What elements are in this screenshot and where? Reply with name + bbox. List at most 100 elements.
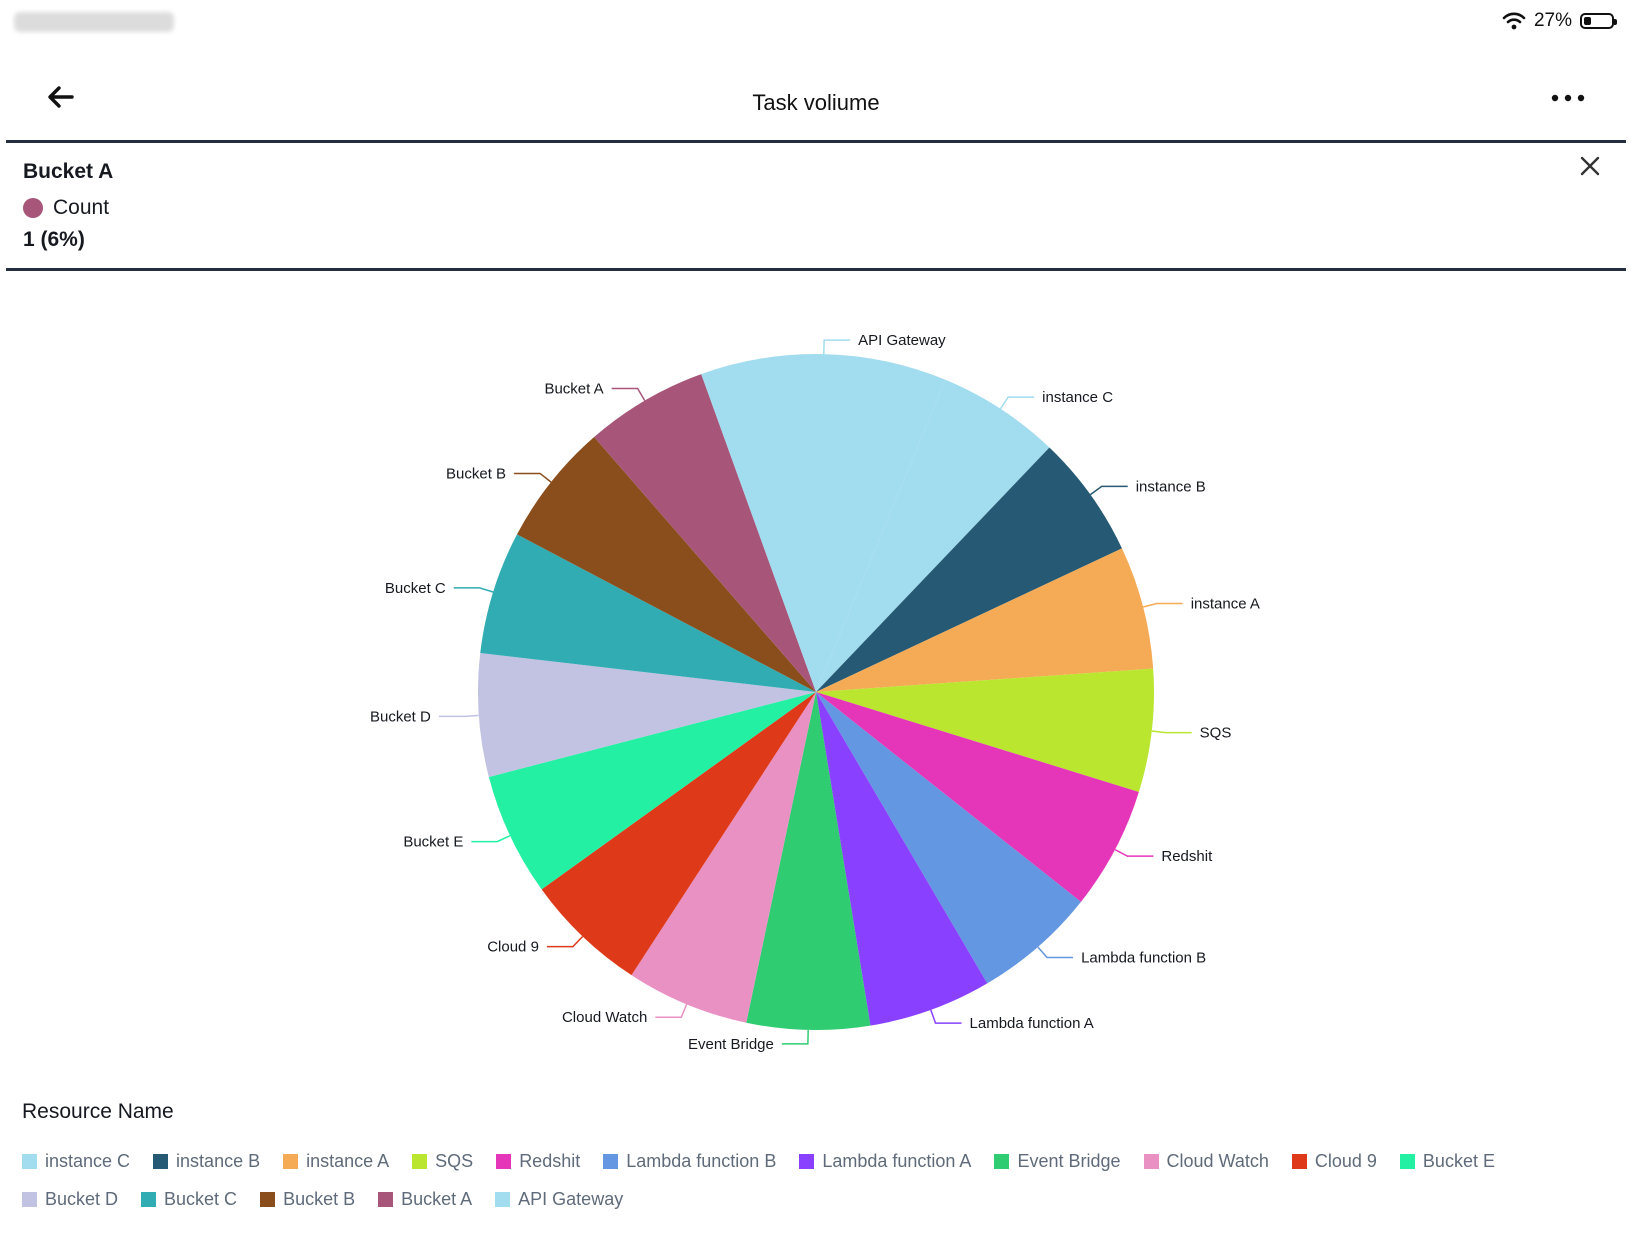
leader-line-cloud-watch <box>655 1003 688 1018</box>
legend-item-event-bridge[interactable]: Event Bridge <box>994 1148 1121 1174</box>
series-color-dot <box>23 198 43 218</box>
close-button[interactable] <box>1576 152 1604 180</box>
series-name: Count <box>53 196 110 219</box>
legend-item-redshit[interactable]: Redshit <box>496 1148 580 1174</box>
legend-item-cloud-9[interactable]: Cloud 9 <box>1291 1148 1377 1174</box>
legend-label: Bucket C <box>164 1188 238 1209</box>
slice-label-lambda-function-b: Lambda function B <box>1081 950 1206 967</box>
legend-item-bucket-c[interactable]: Bucket C <box>141 1186 237 1212</box>
legend-label: instance A <box>306 1150 390 1171</box>
leader-line-bucket-e <box>471 834 511 843</box>
leader-line-cloud-9 <box>546 935 584 948</box>
leader-line-sqs <box>1151 730 1192 734</box>
pie-slice-bucket-c[interactable] <box>480 534 816 692</box>
leader-line-bucket-d <box>438 714 479 718</box>
legend-swatch <box>496 1153 512 1169</box>
pie-slice-cloud-watch[interactable] <box>631 692 816 1023</box>
pie-slice-cloud-9[interactable] <box>541 692 816 976</box>
battery-level <box>1584 17 1591 25</box>
pie-slice-bucket-a[interactable] <box>594 374 816 692</box>
pie-slice-instance-a[interactable] <box>816 548 1154 692</box>
leader-line-lambda-function-b <box>1037 946 1074 959</box>
legend-swatch <box>378 1191 394 1207</box>
legend-label: Bucket A <box>401 1188 473 1209</box>
legend-item-instance-c[interactable]: instance C <box>22 1148 130 1174</box>
pie-slice-api-gateway[interactable] <box>701 354 946 692</box>
detail-title: Bucket A <box>23 160 114 183</box>
legend-swatch <box>22 1191 37 1207</box>
more-horizontal-icon <box>1551 94 1585 102</box>
legend-swatch <box>1143 1153 1159 1169</box>
slice-label-cloud-9: Cloud 9 <box>487 939 539 956</box>
pie-slice-lambda-function-a[interactable] <box>816 692 988 1026</box>
legend-item-bucket-e[interactable]: Bucket E <box>1399 1148 1495 1174</box>
back-button[interactable] <box>44 82 76 112</box>
legend-item-cloud-watch[interactable]: Cloud Watch <box>1143 1148 1269 1174</box>
legend-swatch <box>994 1153 1010 1169</box>
pie-slice-bucket-b[interactable] <box>516 437 816 692</box>
legend-item-lambda-function-a[interactable]: Lambda function A <box>799 1148 971 1174</box>
status-indicators: 27% <box>1502 10 1617 32</box>
detail-panel: Bucket A Count 1 (6%) <box>6 140 1626 271</box>
leader-line-api-gateway <box>823 339 851 355</box>
legend-item-bucket-d[interactable]: Bucket D <box>22 1186 118 1212</box>
slice-labels: instance C instance B instance A SQS Redshit… <box>370 332 1260 1053</box>
legend-item-bucket-b[interactable]: Bucket B <box>260 1186 355 1212</box>
legend: instance C instance B instance A SQS Redshit… <box>22 1148 1602 1212</box>
legend-swatch <box>22 1153 37 1169</box>
pie-slices <box>478 354 1154 1030</box>
more-options-button[interactable] <box>1550 86 1586 110</box>
legend-swatch <box>260 1191 276 1207</box>
legend-label: Bucket D <box>45 1188 119 1209</box>
slice-label-bucket-a: Bucket A <box>544 381 603 398</box>
legend-item-bucket-a[interactable]: Bucket A <box>378 1186 472 1212</box>
slice-label-instance-b: instance B <box>1136 478 1206 495</box>
legend-item-instance-b[interactable]: instance B <box>153 1148 260 1174</box>
leader-line-instance-c <box>999 396 1035 410</box>
leader-line-bucket-b <box>514 472 552 483</box>
slice-label-cloud-watch: Cloud Watch <box>562 1009 647 1026</box>
slice-label-api-gateway: API Gateway <box>858 332 946 349</box>
legend-swatch <box>283 1153 299 1169</box>
legend-item-lambda-function-b[interactable]: Lambda function B <box>603 1148 776 1174</box>
legend-item-instance-a[interactable]: instance A <box>283 1148 389 1174</box>
legend-label: Lambda function A <box>822 1150 972 1171</box>
detail-value: 1 (6%) <box>23 228 85 251</box>
label-leaders <box>438 339 1192 1045</box>
legend-swatch <box>412 1153 428 1169</box>
legend-title: Resource Name <box>22 1100 174 1123</box>
legend-item-api-gateway[interactable]: API Gateway <box>495 1186 623 1212</box>
slice-label-sqs: SQS <box>1200 725 1232 742</box>
page-title: Task voliume <box>752 90 880 115</box>
pie-slice-instance-c[interactable] <box>816 379 1050 692</box>
legend-swatch <box>141 1191 157 1207</box>
slice-label-instance-c: instance C <box>1042 389 1113 406</box>
pie-slice-sqs[interactable] <box>816 668 1154 792</box>
leader-line-instance-b <box>1089 485 1128 496</box>
status-bar: 27% <box>0 0 1632 48</box>
pie-slice-redshit[interactable] <box>816 692 1139 902</box>
legend-swatch <box>1291 1153 1307 1169</box>
leader-line-bucket-c <box>453 587 494 593</box>
leader-line-bucket-a <box>611 387 646 401</box>
pie-slice-instance-b[interactable] <box>816 447 1122 692</box>
legend-label: Bucket B <box>283 1188 356 1209</box>
pie-slice-lambda-function-b[interactable] <box>816 692 1081 984</box>
legend-swatch <box>603 1153 619 1169</box>
slice-label-bucket-c: Bucket C <box>385 580 446 597</box>
legend-swatch <box>153 1153 169 1169</box>
close-icon <box>1580 156 1600 176</box>
legend-item-sqs[interactable]: SQS <box>412 1148 473 1174</box>
leader-line-redshit <box>1114 848 1154 857</box>
status-time-blurred <box>14 12 174 32</box>
battery-percent: 27% <box>1533 10 1572 31</box>
slice-label-bucket-e: Bucket E <box>403 834 463 851</box>
app-header: Task voliume <box>6 52 1626 143</box>
slice-label-redshit: Redshit <box>1161 848 1213 865</box>
wifi-icon <box>1502 12 1526 30</box>
legend-label: SQS <box>435 1150 474 1171</box>
legend-label: Cloud 9 <box>1314 1150 1377 1171</box>
pie-slice-event-bridge[interactable] <box>746 692 871 1030</box>
pie-slice-bucket-e[interactable] <box>488 692 816 890</box>
pie-slice-bucket-d[interactable] <box>478 653 816 777</box>
